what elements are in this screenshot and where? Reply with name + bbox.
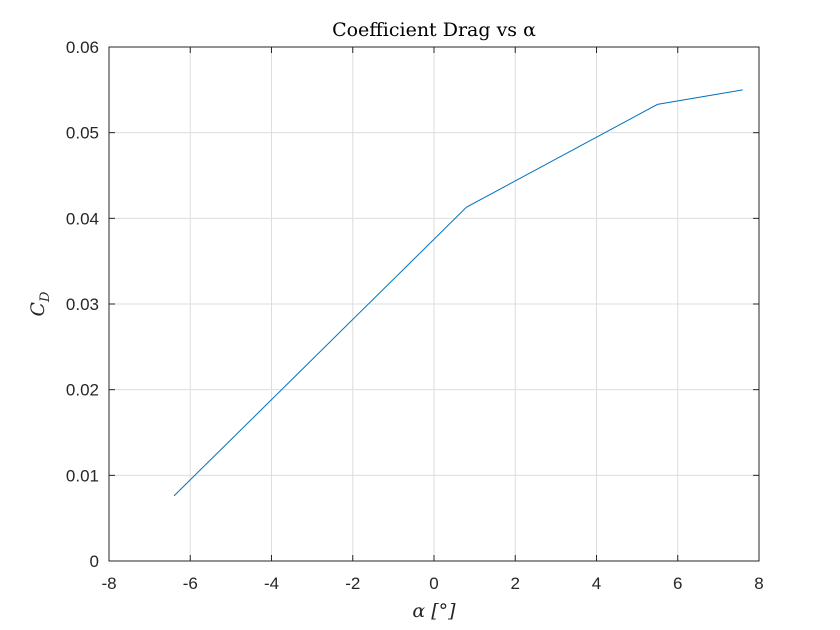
ticks: [108, 46, 760, 562]
x-tick-label: 2: [511, 574, 520, 593]
x-axis-label-symbol: α [°]: [412, 600, 456, 622]
y-tick-label: 0.03: [66, 295, 99, 314]
series-line-0: [173, 89, 743, 497]
y-tick-label: 0.02: [66, 381, 99, 400]
chart-title: Coefficient Drag vs α: [332, 19, 536, 41]
x-tick-label: -8: [101, 574, 116, 593]
x-tick-label: -4: [264, 574, 279, 593]
y-axis-label-main: C: [27, 301, 49, 316]
y-tick-label: 0.04: [66, 209, 99, 228]
series-layer: [173, 89, 743, 497]
y-axis-label-subscript: D: [38, 291, 53, 303]
x-tick-labels: -8 -6 -4 -2 0 2 4 6 8: [101, 574, 763, 593]
x-tick-label: 6: [673, 574, 682, 593]
grid: [108, 46, 760, 562]
y-tick-label: 0.06: [66, 38, 99, 57]
x-tick-label: -2: [345, 574, 360, 593]
x-tick-label: 0: [429, 574, 438, 593]
y-tick-labels: 0 0.01 0.02 0.03 0.04 0.05 0.06: [66, 38, 99, 571]
x-tick-label: 8: [754, 574, 763, 593]
x-tick-label: -6: [183, 574, 198, 593]
y-tick-label: 0: [90, 552, 99, 571]
y-axis-label: CD: [27, 291, 53, 317]
y-tick-label: 0.01: [66, 466, 99, 485]
x-tick-label: 4: [592, 574, 601, 593]
x-axis-label: α [°]: [412, 600, 456, 622]
y-tick-label: 0.05: [66, 124, 99, 143]
